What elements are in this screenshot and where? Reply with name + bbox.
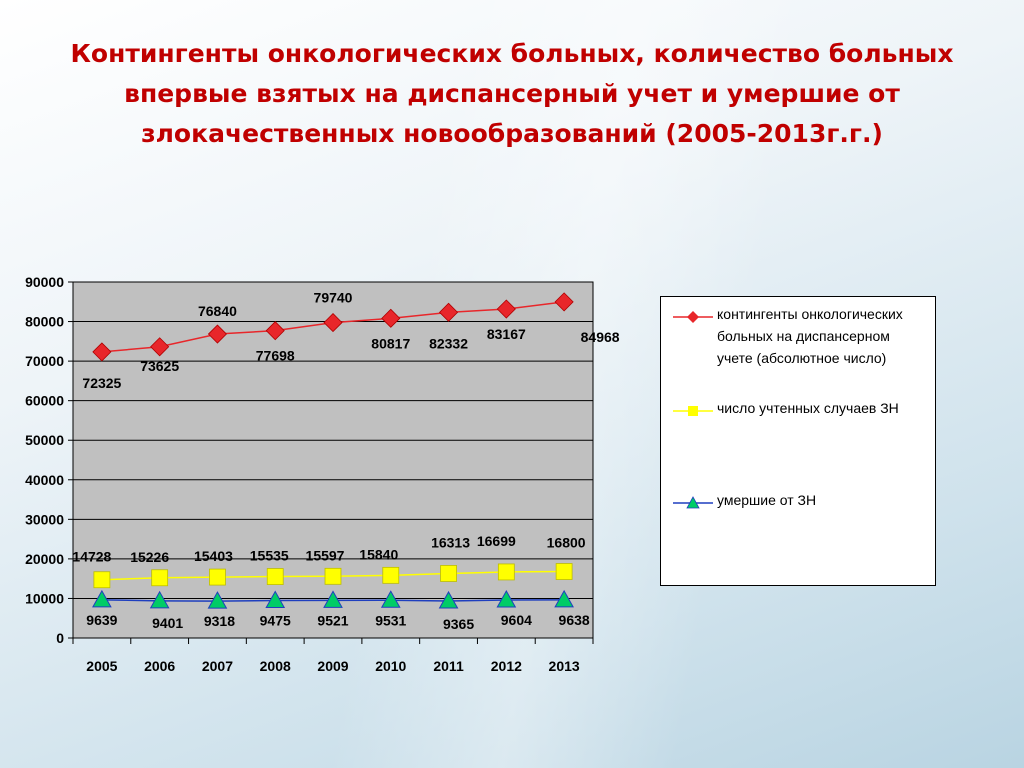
data-label: 83167	[487, 326, 526, 342]
data-label: 9639	[86, 612, 117, 628]
legend-label: контингенты онкологических больных на ди…	[717, 306, 903, 366]
data-label: 76840	[198, 303, 237, 319]
data-point-diamond	[207, 324, 228, 344]
data-point-square	[497, 563, 515, 581]
legend-entry: умершие от ЗН	[661, 489, 937, 529]
data-label: 9318	[204, 613, 235, 629]
data-point-square	[93, 571, 111, 589]
data-point-triangle	[92, 589, 112, 608]
x-tick-label: 2005	[86, 658, 117, 674]
data-label: 9475	[260, 613, 291, 629]
y-tick-label: 30000	[25, 511, 64, 527]
data-point-diamond	[323, 313, 343, 333]
legend-key	[673, 496, 713, 509]
x-tick-label: 2007	[202, 658, 233, 674]
x-tick-label: 2008	[260, 658, 291, 674]
data-point-square	[555, 563, 573, 580]
data-label: 73625	[140, 358, 179, 374]
data-label: 80817	[371, 335, 410, 351]
data-point-diamond	[381, 308, 401, 328]
legend-marker-triangle	[686, 496, 700, 509]
x-tick-label: 2009	[317, 658, 348, 674]
data-label: 15403	[194, 548, 233, 564]
data-label: 15840	[359, 546, 398, 562]
y-tick-label: 70000	[25, 353, 64, 369]
data-label: 16313	[431, 534, 470, 550]
data-label: 16699	[477, 533, 516, 549]
y-tick-label: 20000	[25, 551, 64, 567]
y-tick-label: 90000	[25, 274, 64, 290]
data-label: 9401	[152, 615, 183, 631]
y-tick-label: 50000	[25, 432, 64, 448]
slide-title: Контингенты онкологических больных, коли…	[70, 39, 954, 148]
y-tick-label: 0	[56, 630, 64, 646]
data-label: 9531	[375, 612, 406, 628]
legend-key	[673, 406, 713, 416]
data-label: 79740	[314, 290, 353, 306]
x-tick-label: 2010	[375, 658, 406, 674]
legend-label: число учтенных случаев ЗН	[717, 400, 899, 416]
x-tick-label: 2013	[549, 658, 580, 674]
data-label: 9604	[501, 612, 532, 628]
data-point-square	[266, 568, 284, 585]
data-label: 15226	[130, 549, 169, 565]
chart-legend: контингенты онкологических больных на ди…	[660, 296, 936, 586]
data-point-square	[382, 566, 400, 584]
data-label: 9521	[317, 612, 348, 628]
data-label: 16800	[547, 535, 586, 551]
data-point-triangle	[265, 590, 286, 609]
data-label: 14728	[72, 549, 111, 565]
data-label: 84968	[581, 329, 620, 345]
x-tick-label: 2011	[433, 658, 464, 674]
data-point-diamond	[150, 337, 170, 357]
data-point-triangle	[323, 590, 343, 608]
data-point-diamond	[496, 299, 516, 319]
y-tick-label: 10000	[25, 590, 64, 606]
data-label: 82332	[429, 335, 468, 351]
data-point-triangle	[554, 589, 574, 608]
x-tick-label: 2012	[491, 658, 522, 674]
data-point-triangle	[438, 590, 459, 609]
data-point-diamond	[438, 302, 459, 322]
y-tick-label: 40000	[25, 472, 64, 488]
legend-key	[673, 311, 713, 323]
data-point-triangle	[149, 590, 170, 609]
data-label: 15597	[306, 547, 345, 563]
data-point-triangle	[207, 591, 228, 609]
data-point-diamond	[554, 292, 574, 312]
data-point-square	[324, 567, 342, 585]
data-point-square	[151, 569, 169, 587]
data-point-triangle	[496, 589, 517, 608]
data-label: 15535	[250, 548, 289, 564]
legend-entry: контингенты онкологических больных на ди…	[661, 303, 937, 397]
data-point-triangle	[380, 590, 401, 608]
y-tick-label: 80000	[25, 314, 64, 330]
y-tick-label: 60000	[25, 393, 64, 409]
legend-marker-diamond	[687, 311, 699, 323]
data-point-diamond	[92, 342, 112, 362]
data-label: 77698	[256, 348, 295, 364]
x-tick-label: 2006	[144, 658, 175, 674]
data-label: 72325	[82, 375, 121, 391]
data-point-diamond	[265, 321, 285, 341]
legend-marker-square	[688, 406, 698, 416]
data-point-square	[440, 565, 457, 582]
legend-label: умершие от ЗН	[717, 492, 817, 508]
data-point-square	[209, 568, 226, 586]
data-label: 9365	[443, 616, 474, 632]
legend-entry: число учтенных случаев ЗН	[661, 397, 937, 457]
data-label: 9638	[559, 612, 590, 628]
